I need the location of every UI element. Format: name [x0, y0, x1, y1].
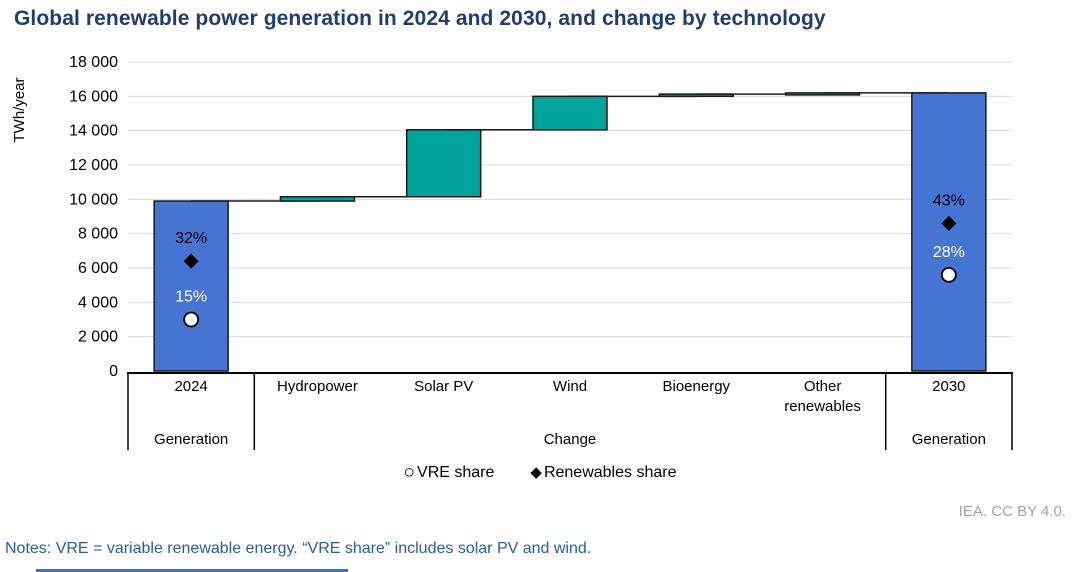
share-label-2030-43: 43%: [933, 192, 965, 209]
legend-label-renewables-share: Renewables share: [543, 463, 677, 481]
y-axis-title: TWh/year: [11, 77, 28, 142]
share-label-2024-32: 32%: [175, 230, 207, 247]
category-label-wind: Wind: [553, 378, 587, 395]
renewables-share-marker-2030: [941, 215, 957, 231]
group-label-generation-6: Generation: [912, 431, 986, 448]
y-tick-label: 6 000: [78, 260, 118, 277]
bar-solar-pv: [405, 129, 482, 198]
y-tick-label: 14 000: [69, 123, 118, 140]
y-tick-label: 8 000: [78, 226, 118, 243]
notes-text: Notes: VRE = variable renewable energy. …: [5, 540, 592, 557]
bar-hydropower: [279, 196, 356, 202]
vre-share-marker-2024: [183, 311, 200, 328]
y-tick-label: 12 000: [69, 157, 118, 174]
y-tick-label: 16 000: [69, 88, 118, 105]
diamond-marker-icon: ◆: [530, 464, 542, 481]
group-label-generation-0: Generation: [154, 431, 228, 448]
group-label-change-1: Change: [544, 431, 597, 448]
license-credit: IEA. CC BY 4.0.: [958, 503, 1066, 520]
vre-share-marker-2030: [940, 266, 957, 283]
category-label-solar-pv: Solar PV: [414, 378, 473, 395]
category-label-hydropower: Hydropower: [277, 378, 358, 395]
legend-item-renewables-share: ◆ Renewables share: [530, 463, 676, 482]
y-tick-label: 4 000: [78, 294, 118, 311]
share-label-2030-28: 28%: [933, 244, 965, 261]
y-tick-label: 2 000: [78, 329, 118, 346]
bar-2030: [911, 92, 987, 372]
legend-item-vre-share: ○ VRE share: [404, 463, 495, 482]
legend-label-vre-share: VRE share: [417, 463, 495, 481]
bar-bioenergy: [658, 93, 735, 98]
category-label-2030: 2030: [932, 378, 965, 395]
share-label-2024-15: 15%: [175, 289, 207, 306]
y-tick-label: 10 000: [69, 191, 118, 208]
category-label-other-renewables: Other: [804, 378, 842, 395]
renewables-share-marker-2024: [183, 253, 199, 269]
page-title: Global renewable power generation in 202…: [14, 7, 826, 30]
bar-2024: [153, 200, 229, 372]
chart-legend: ○ VRE share ◆ Renewables share: [0, 463, 1080, 482]
category-label-2024: 2024: [174, 378, 207, 395]
waterfall-chart: 0 2 000 4 000 6 000 8 000 10 000 12 000 14 000 1…: [11, 54, 1013, 450]
category-label-other-renewables-line2: renewables: [784, 398, 861, 415]
y-tick-label: 0: [109, 363, 118, 380]
category-label-bioenergy: Bioenergy: [663, 378, 731, 395]
bottom-divider: [36, 569, 348, 572]
bar-wind: [532, 95, 608, 131]
bar-other-renewables: [784, 92, 861, 96]
circle-marker-icon: ○: [403, 462, 416, 483]
y-tick-label: 18 000: [69, 54, 118, 71]
